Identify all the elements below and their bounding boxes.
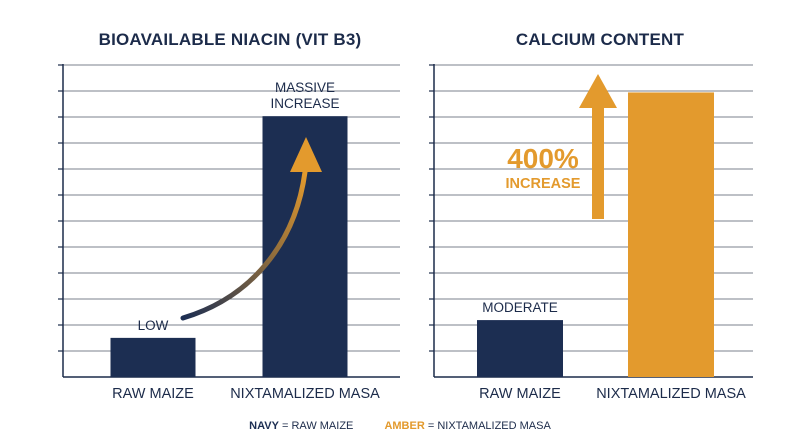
- increase-percent-label: 400%: [507, 143, 579, 174]
- x-tick-label: RAW MAIZE: [112, 386, 194, 402]
- bar-label: INCREASE: [270, 96, 339, 111]
- increase-arrow-shaft: [592, 104, 604, 219]
- increase-word-label: INCREASE: [506, 176, 581, 192]
- bar-raw-maize: [110, 337, 196, 377]
- x-tick-label: NIXTAMALIZED MASA: [596, 386, 746, 402]
- legend-item-amber: AMBER = NIXTAMALIZED MASA: [384, 420, 550, 432]
- increase-arrow-head: [579, 74, 617, 108]
- legend: NAVY = RAW MAIZE AMBER = NIXTAMALIZED MA…: [0, 420, 800, 432]
- legend-text-navy: = RAW MAIZE: [278, 420, 354, 432]
- bar-nixtamalized-masa: [628, 92, 714, 378]
- bar-label: MODERATE: [482, 300, 558, 315]
- chart-title-niacin: BIOAVAILABLE NIACIN (VIT B3): [98, 30, 362, 49]
- x-tick-label: NIXTAMALIZED MASA: [230, 386, 380, 402]
- legend-text-amber: = NIXTAMALIZED MASA: [424, 420, 551, 432]
- bar-raw-maize: [477, 320, 563, 377]
- x-tick-label: RAW MAIZE: [479, 386, 561, 402]
- legend-item-navy: NAVY = RAW MAIZE: [249, 420, 353, 432]
- legend-key-amber: AMBER: [384, 420, 425, 432]
- legend-key-navy: NAVY: [249, 420, 279, 432]
- growth-arrow-shaft: [180, 169, 308, 321]
- bar-label: MASSIVE: [275, 80, 335, 95]
- bar-label: LOW: [138, 318, 169, 333]
- growth-arrow-head: [290, 137, 322, 172]
- chart-title-calcium: CALCIUM CONTENT: [515, 30, 685, 49]
